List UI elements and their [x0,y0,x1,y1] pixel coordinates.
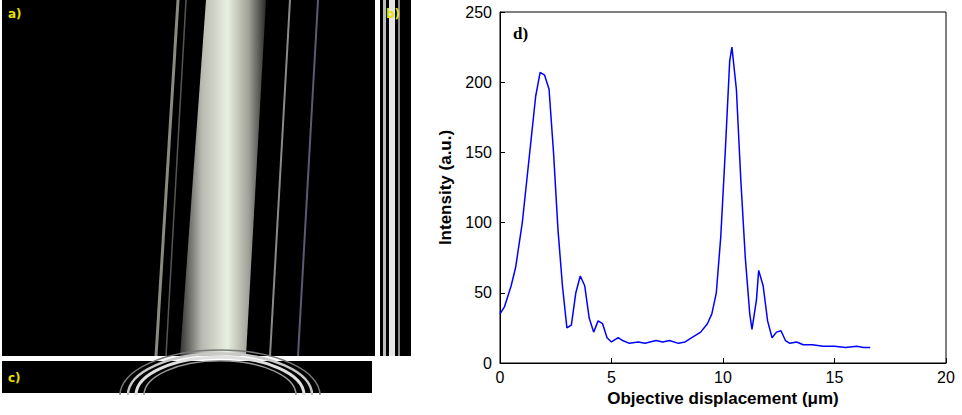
svg-text:c): c) [8,371,21,385]
svg-text:Intensity (a.u.): Intensity (a.u.) [436,130,455,245]
svg-text:Objective displacement (μm): Objective displacement (μm) [607,389,838,408]
svg-text:a): a) [8,7,22,21]
svg-text:5: 5 [607,369,616,386]
svg-text:10: 10 [714,369,732,386]
svg-text:15: 15 [826,369,844,386]
svg-text:150: 150 [465,144,492,161]
svg-text:d): d) [513,24,528,43]
svg-text:0: 0 [496,369,505,386]
svg-text:100: 100 [465,214,492,231]
svg-text:50: 50 [474,284,492,301]
svg-text:b): b) [386,7,400,21]
svg-text:250: 250 [465,4,492,21]
svg-text:200: 200 [465,74,492,91]
svg-text:20: 20 [937,369,955,386]
svg-text:0: 0 [483,355,492,372]
